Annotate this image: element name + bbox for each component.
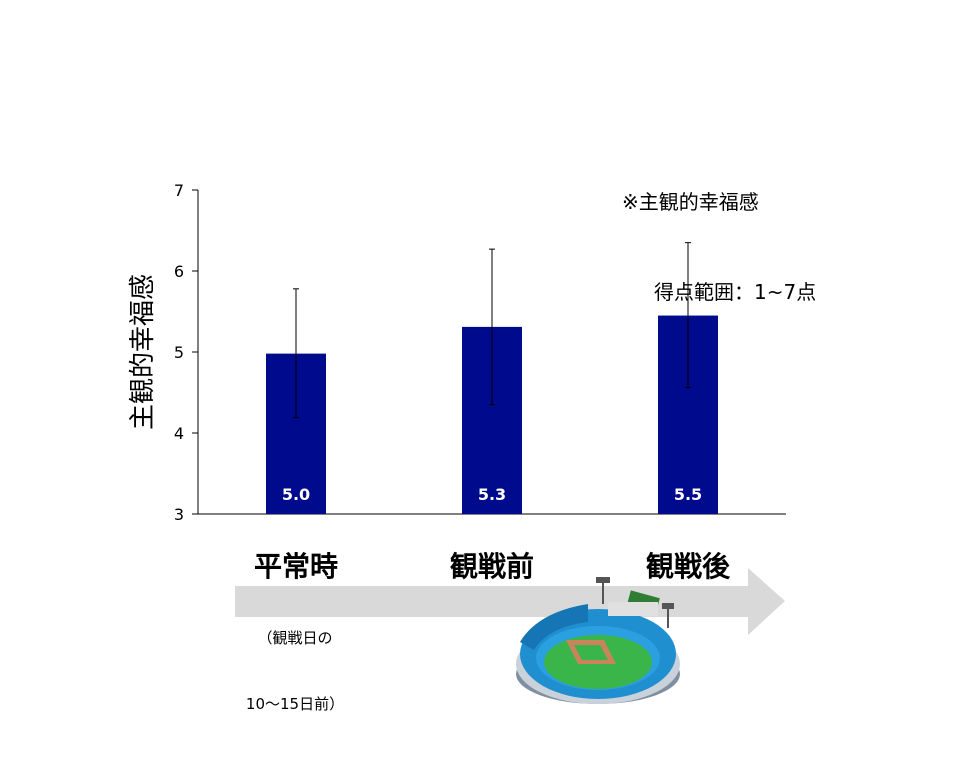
y-tick-label: 4: [174, 424, 184, 443]
baseline-period-note: （観戦日の 10～15日前）: [225, 583, 365, 759]
data-label: 5.5: [674, 485, 702, 504]
y-tick-label: 6: [174, 262, 184, 281]
y-tick-label: 3: [174, 505, 184, 524]
baseline-note-line-2: 10～15日前）: [245, 695, 345, 713]
baseline-note-line-1: （観戦日の: [257, 629, 333, 647]
data-label: 5.0: [282, 485, 310, 504]
data-label: 5.3: [478, 485, 506, 504]
note-line-1: ※主観的幸福感: [622, 190, 759, 214]
timeline-arrow-icon: [235, 568, 785, 635]
category-label: 観戦後: [645, 550, 730, 583]
y-axis-title: 主観的幸福感: [128, 274, 158, 431]
category-label: 平常時: [253, 550, 338, 583]
category-label: 観戦前: [449, 550, 534, 583]
note-line-2: 得点範囲：1~7点: [654, 280, 817, 304]
bar-chart: 5.0 5.3 5.5 3 4 5 6 7: [174, 181, 786, 704]
y-tick-label: 7: [174, 181, 184, 200]
y-tick-label: 5: [174, 343, 184, 362]
baseball-stadium-icon: [516, 577, 680, 704]
score-range-note: ※主観的幸福感 得点範囲：1~7点: [622, 127, 816, 367]
chart-slide: ※主観的幸福感 得点範囲：1~7点 5.0 5.3 5.5 3 4 5 6 7: [128, 127, 816, 713]
